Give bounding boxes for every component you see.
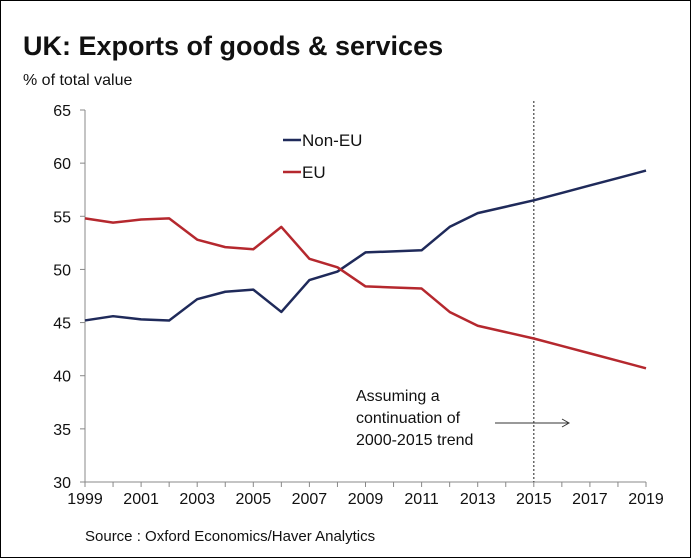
y-tick-label: 30 bbox=[53, 475, 71, 492]
legend-label-eu: EU bbox=[302, 163, 326, 182]
series-line-non-eu bbox=[84, 169, 647, 322]
series-line-eu bbox=[84, 217, 647, 370]
y-tick-label: 40 bbox=[53, 369, 71, 386]
x-tick-label: 2017 bbox=[572, 491, 608, 508]
x-tick-label: 1999 bbox=[67, 491, 103, 508]
y-axis-label: % of total value bbox=[23, 72, 133, 89]
y-tick-label: 50 bbox=[53, 262, 71, 279]
y-tick-label: 55 bbox=[53, 209, 71, 226]
x-tick-label: 2011 bbox=[404, 491, 439, 508]
annotation-arrowhead bbox=[561, 418, 571, 428]
source-note: Source : Oxford Economics/Haver Analytic… bbox=[85, 528, 376, 545]
chart-title: UK: Exports of goods & services bbox=[23, 31, 444, 61]
y-tick-label: 45 bbox=[53, 316, 71, 333]
x-tick-label: 2001 bbox=[123, 491, 159, 508]
annotation-line-2: continuation of bbox=[356, 410, 461, 427]
x-tick-label: 2015 bbox=[516, 491, 552, 508]
annotation-line-3: 2000-2015 trend bbox=[356, 432, 473, 449]
y-tick-label: 60 bbox=[53, 156, 71, 173]
x-tick-label: 2007 bbox=[292, 491, 328, 508]
legend-label-non-eu: Non-EU bbox=[302, 131, 362, 150]
x-tick-label: 2019 bbox=[628, 491, 664, 508]
annotation-line-1: Assuming a bbox=[356, 388, 440, 405]
x-tick-label: 2005 bbox=[236, 491, 272, 508]
x-tick-label: 2013 bbox=[460, 491, 496, 508]
x-tick-label: 2003 bbox=[179, 491, 215, 508]
x-tick-label: 2009 bbox=[348, 491, 384, 508]
y-tick-label: 35 bbox=[53, 422, 71, 439]
y-tick-label: 65 bbox=[53, 103, 71, 120]
